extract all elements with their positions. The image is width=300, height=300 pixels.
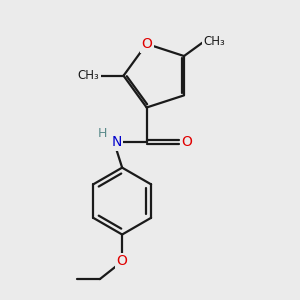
Text: CH₃: CH₃: [78, 69, 99, 82]
Text: CH₃: CH₃: [204, 35, 225, 48]
Text: N: N: [111, 135, 122, 149]
Text: O: O: [117, 254, 128, 268]
Text: O: O: [182, 135, 192, 149]
Text: O: O: [141, 37, 152, 51]
Text: H: H: [98, 128, 107, 140]
